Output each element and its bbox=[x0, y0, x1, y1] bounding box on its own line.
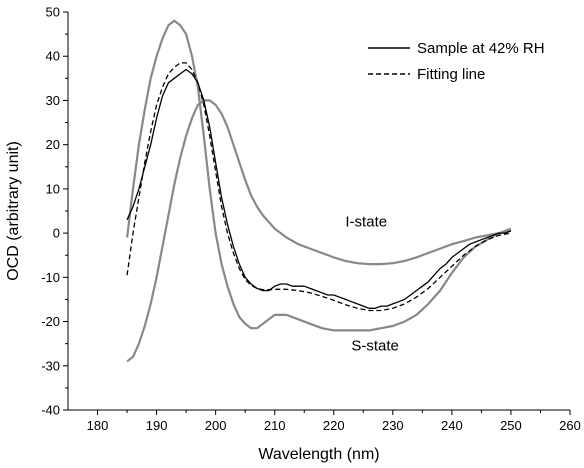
y-tick-label: 0 bbox=[53, 226, 60, 241]
series-line-3 bbox=[126, 99, 512, 363]
x-tick-label: 200 bbox=[205, 418, 227, 433]
legend-label-0: Sample at 42% RH bbox=[417, 40, 545, 57]
x-axis-title: Wavelength (nm) bbox=[258, 446, 379, 463]
legend-label-1: Fitting line bbox=[417, 66, 485, 83]
annotations: I-state S-state bbox=[345, 213, 398, 354]
y-tick-label: 40 bbox=[46, 49, 60, 64]
y-axis-title: OCD (arbitrary unit) bbox=[5, 141, 22, 281]
x-tick-label: 210 bbox=[264, 418, 286, 433]
annotation-1: S-state bbox=[351, 337, 399, 354]
y-tick-label: 10 bbox=[46, 181, 60, 196]
x-tick-label: 180 bbox=[87, 418, 109, 433]
x-tick-label: 220 bbox=[323, 418, 345, 433]
annotation-0: I-state bbox=[345, 213, 387, 230]
y-tick-label: -20 bbox=[41, 314, 60, 329]
y-tick-label: 30 bbox=[46, 93, 60, 108]
y-tick-label: -30 bbox=[41, 358, 60, 373]
legend: Sample at 42% RH Fitting line bbox=[368, 40, 545, 83]
x-tick-label: 250 bbox=[500, 418, 522, 433]
y-tick-label: -40 bbox=[41, 403, 60, 418]
y-tick-label: 20 bbox=[46, 137, 60, 152]
series-line-2 bbox=[126, 19, 512, 332]
series-line-0 bbox=[126, 68, 512, 309]
plot-curves bbox=[126, 19, 512, 363]
axes bbox=[67, 12, 570, 411]
x-tick-label: 230 bbox=[382, 418, 404, 433]
series-line-1 bbox=[126, 62, 512, 312]
y-tick-label: 50 bbox=[46, 5, 60, 20]
x-tick-label: 190 bbox=[146, 418, 168, 433]
y-tick-label: -10 bbox=[41, 270, 60, 285]
x-tick-label: 240 bbox=[441, 418, 463, 433]
x-tick-label: 260 bbox=[559, 418, 581, 433]
ticks: 180 190 200 210 220 230 240 250 260 -40 -30 -20 -10 0… bbox=[41, 5, 581, 434]
